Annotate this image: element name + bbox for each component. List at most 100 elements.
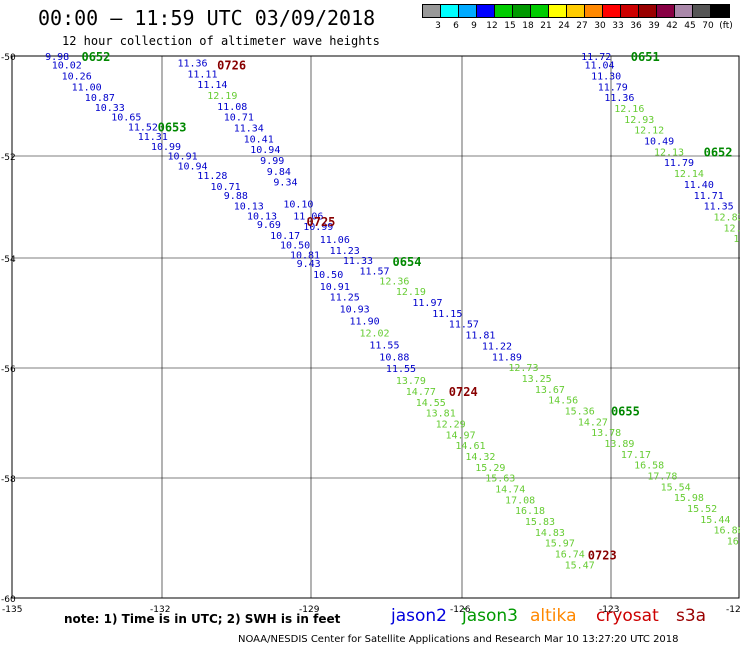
swh-value: 11.71 bbox=[694, 191, 724, 202]
swh-value: 11.11 bbox=[187, 69, 217, 80]
color-swatch-label: 9 bbox=[471, 21, 477, 31]
y-tick-label: -56 bbox=[1, 365, 16, 375]
swh-value: 11.36 bbox=[177, 59, 207, 70]
swh-value: 11.55 bbox=[369, 340, 399, 351]
color-swatch-label: 21 bbox=[540, 21, 552, 31]
swh-value: 17.08 bbox=[505, 495, 535, 506]
color-swatch-label: 42 bbox=[666, 21, 678, 31]
swh-value: 12.93 bbox=[624, 115, 654, 126]
y-tick-label: -58 bbox=[1, 475, 16, 485]
pass-time-label: 0652 bbox=[81, 50, 110, 64]
swh-value: 12.19 bbox=[207, 91, 237, 102]
swh-value: 12.73 bbox=[508, 363, 538, 374]
swh-value: 14.83 bbox=[535, 528, 565, 539]
swh-value: 13.89 bbox=[604, 439, 634, 450]
color-swatch-label: 15 bbox=[504, 21, 516, 31]
swh-value: 13.90 bbox=[733, 234, 740, 245]
y-tick-label: -50 bbox=[1, 53, 16, 63]
swh-value: 13.78 bbox=[591, 428, 621, 439]
swh-value: 11.72 bbox=[581, 52, 611, 63]
swh-value: 11.55 bbox=[386, 364, 416, 375]
swh-value: 10.26 bbox=[62, 72, 92, 83]
credit-line: NOAA/NESDIS Center for Satellite Applica… bbox=[238, 634, 679, 645]
swh-value: 10.41 bbox=[244, 134, 274, 145]
swh-value: 10.91 bbox=[168, 152, 198, 163]
swh-value: 14.32 bbox=[465, 452, 495, 463]
swh-value: 15.52 bbox=[687, 504, 717, 515]
swh-value: 10.93 bbox=[340, 305, 370, 316]
x-tick-label: -126 bbox=[450, 605, 471, 615]
swh-value: 12.83 bbox=[723, 223, 740, 234]
swh-value: 10.71 bbox=[224, 113, 254, 124]
swh-value: 11.40 bbox=[684, 180, 714, 191]
swh-value: 10.10 bbox=[283, 199, 313, 210]
color-swatch-label: 30 bbox=[594, 21, 606, 31]
swh-value: 15.83 bbox=[525, 517, 555, 528]
color-swatch-label: 24 bbox=[558, 21, 570, 31]
swh-value: 11.52 bbox=[128, 122, 158, 133]
swh-value: 11.25 bbox=[330, 293, 360, 304]
swh-value: 17.78 bbox=[647, 472, 677, 483]
swh-value: 12.14 bbox=[674, 169, 704, 180]
swh-value: 11.22 bbox=[482, 341, 512, 352]
swh-value: 12.29 bbox=[436, 419, 466, 430]
x-tick-label: -135 bbox=[2, 605, 22, 615]
swh-value: 13.81 bbox=[426, 409, 456, 420]
swh-value: 9.88 bbox=[224, 191, 248, 202]
legend-s3a: s3a bbox=[676, 606, 707, 626]
x-tick-label: -124 bbox=[726, 605, 740, 615]
color-swatch-label: 6 bbox=[453, 21, 459, 31]
swh-value: 15.54 bbox=[661, 482, 691, 493]
swh-value: 10.13 bbox=[247, 211, 277, 222]
swh-value: 17.17 bbox=[621, 450, 651, 461]
pass-time-label: 0724 bbox=[449, 385, 478, 399]
swh-value: 12.16 bbox=[614, 104, 644, 115]
pass-time-label: 0726 bbox=[217, 59, 246, 73]
swh-value: 11.34 bbox=[234, 124, 264, 135]
swh-value: 15.63 bbox=[485, 474, 515, 485]
plot-frame bbox=[11, 55, 740, 599]
swh-value: 10.99 bbox=[303, 222, 333, 233]
swh-value: 10.13 bbox=[234, 202, 264, 213]
swh-value: 14.77 bbox=[406, 387, 436, 398]
color-swatch-label: 70 bbox=[702, 21, 714, 31]
swh-value: 14.56 bbox=[548, 396, 578, 407]
swh-value: 11.06 bbox=[293, 211, 323, 222]
swh-value: 15.36 bbox=[565, 406, 595, 417]
swh-value: 14.55 bbox=[416, 398, 446, 409]
swh-value: 16.18 bbox=[515, 506, 545, 517]
swh-value: 11.28 bbox=[197, 171, 227, 182]
swh-value: 11.36 bbox=[604, 93, 634, 104]
swh-value: 15.44 bbox=[700, 515, 730, 526]
swh-value: 15.47 bbox=[565, 560, 595, 571]
swh-value: 12.12 bbox=[634, 126, 664, 137]
swh-value: 10.91 bbox=[320, 282, 350, 293]
swh-value: 10.33 bbox=[95, 103, 125, 114]
swh-value: 10.50 bbox=[280, 241, 310, 252]
swh-value: 11.15 bbox=[432, 309, 462, 320]
pass-time-label: 0653 bbox=[158, 120, 187, 134]
swh-value: 16.74 bbox=[727, 537, 740, 548]
color-swatch-label: 45 bbox=[684, 21, 696, 31]
swh-value: 11.33 bbox=[343, 256, 373, 267]
swh-value: 10.50 bbox=[313, 270, 343, 281]
swh-value: 10.02 bbox=[52, 61, 82, 72]
legend-jason3: jason3 bbox=[462, 606, 518, 626]
swh-value: 11.79 bbox=[664, 158, 694, 169]
swh-value: 15.97 bbox=[545, 539, 575, 550]
swh-value: 9.43 bbox=[297, 259, 321, 270]
color-swatch-label: 27 bbox=[576, 21, 588, 31]
chart-title: 00:00 — 11:59 UTC 03/09/2018 bbox=[38, 6, 376, 30]
y-tick-label: -54 bbox=[1, 255, 16, 265]
pass-time-label: 0655 bbox=[611, 404, 640, 418]
swh-value: 13.25 bbox=[522, 374, 552, 385]
x-tick-label: -132 bbox=[150, 605, 170, 615]
swh-value: 9.98 bbox=[45, 52, 69, 63]
swh-value: 11.14 bbox=[197, 80, 227, 91]
swh-value: 10.65 bbox=[111, 113, 141, 124]
swh-value: 12.82 bbox=[714, 212, 740, 223]
swh-value: 11.57 bbox=[359, 267, 389, 278]
swh-value: 10.81 bbox=[290, 250, 320, 261]
swh-value: 9.34 bbox=[273, 178, 297, 189]
